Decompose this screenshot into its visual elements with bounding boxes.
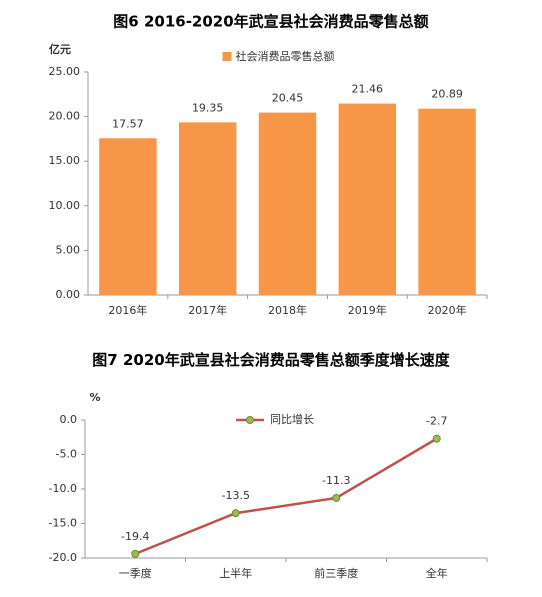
y-tick-label: -5.0 <box>56 448 77 461</box>
line <box>134 437 438 556</box>
chart-title: 图6 2016-2020年武宣县社会消费品零售总额 <box>113 13 428 31</box>
marker <box>131 549 140 558</box>
value-label: -13.5 <box>222 489 250 502</box>
bar <box>99 138 157 295</box>
y-tick-label: 10.00 <box>49 199 81 212</box>
x-tick-label: 2019年 <box>348 303 387 317</box>
x-tick-label: 2018年 <box>268 303 307 317</box>
y-tick-label: 15.00 <box>49 154 81 167</box>
legend-label: 同比增长 <box>270 412 314 426</box>
value-label: 20.89 <box>431 88 463 101</box>
y-tick-label: -10.0 <box>49 482 77 495</box>
value-label: 19.35 <box>192 101 224 114</box>
y-tick-label: 20.00 <box>49 110 81 123</box>
legend-label: 社会消费品零售总额 <box>236 49 335 63</box>
y-tick-label: 0.00 <box>56 288 81 301</box>
x-tick-label: 全年 <box>426 566 448 580</box>
legend-swatch <box>222 52 232 61</box>
legend-marker <box>246 416 254 424</box>
chart-title: 图7 2020年武宣县社会消费品零售总额季度增长速度 <box>92 351 450 369</box>
value-label: -2.7 <box>426 415 447 428</box>
y-tick-label: -15.0 <box>49 517 77 530</box>
value-label: -19.4 <box>121 530 149 543</box>
y-tick-label: 25.00 <box>49 65 81 78</box>
bar <box>178 122 237 295</box>
y-tick-label: 0.0 <box>60 413 78 426</box>
x-tick-label: 2017年 <box>188 303 227 317</box>
x-tick-label: 一季度 <box>119 566 152 580</box>
value-label: 21.46 <box>352 83 384 96</box>
marker <box>231 509 240 518</box>
y-tick-label: -20.0 <box>49 551 77 564</box>
y-axis-unit: 亿元 <box>49 42 71 56</box>
marker <box>332 493 341 502</box>
x-tick-label: 上半年 <box>219 566 252 580</box>
bar <box>418 108 476 296</box>
y-axis-unit: % <box>89 391 100 404</box>
bar <box>258 112 317 295</box>
bar <box>338 103 397 295</box>
value-label: 20.45 <box>272 92 304 105</box>
x-tick-label: 2016年 <box>108 303 147 317</box>
x-tick-label: 2020年 <box>428 303 467 317</box>
value-label: -11.3 <box>322 474 350 487</box>
marker <box>432 434 441 443</box>
y-tick-label: 5.00 <box>56 243 81 256</box>
x-tick-label: 前三季度 <box>314 566 358 580</box>
value-label: 17.57 <box>112 117 144 130</box>
